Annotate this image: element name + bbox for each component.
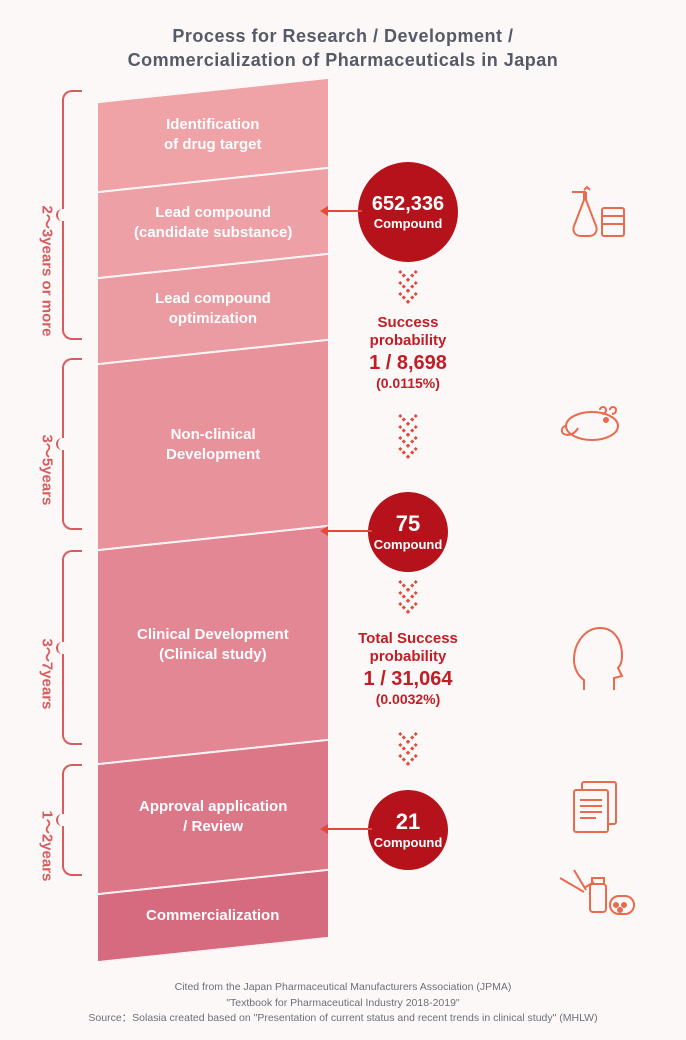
stage-label: Clinical Development(Clinical study) bbox=[137, 625, 289, 666]
success-probability: Successprobability1 / 8,698(0.0115%) bbox=[346, 314, 470, 391]
compound-count-value: 75 bbox=[396, 513, 420, 535]
compound-count-circle: 21 Compound bbox=[368, 790, 448, 870]
phase-brace bbox=[62, 358, 82, 530]
arrow-into-funnel bbox=[328, 210, 362, 212]
arrow-into-funnel bbox=[328, 828, 372, 830]
citation-footer: Cited from the Japan Pharmaceutical Manu… bbox=[0, 980, 686, 1026]
footer-line-3: Source：Solasia created based on "Present… bbox=[88, 1012, 597, 1024]
down-chevron-arrow bbox=[396, 412, 420, 456]
stage-label: Approval application/ Review bbox=[139, 797, 287, 838]
phase-brace bbox=[62, 550, 82, 745]
success-probability: Total Successprobability1 / 31,064(0.003… bbox=[336, 630, 480, 707]
funnel-column: Identificationof drug target Lead compoun… bbox=[98, 90, 328, 950]
arrow-into-funnel bbox=[328, 530, 372, 532]
flask-beaker-icon bbox=[560, 186, 632, 247]
phase-brace bbox=[62, 764, 82, 876]
phase-label: 3～5years bbox=[38, 435, 59, 455]
compound-count-circle: 75 Compound bbox=[368, 492, 448, 572]
compound-count-unit: Compound bbox=[374, 216, 443, 231]
title-line-2: Commercialization of Pharmaceuticals in … bbox=[128, 50, 559, 70]
title-line-1: Process for Research / Development / bbox=[172, 26, 513, 46]
footer-line-1: Cited from the Japan Pharmaceutical Manu… bbox=[175, 981, 512, 993]
stage-label: Lead compound(candidate substance) bbox=[134, 203, 292, 244]
probability-label: Successprobability bbox=[346, 314, 470, 350]
diagram-canvas: 2～3years or more 3～5years 3～7years 1～2years… bbox=[0, 90, 686, 960]
down-chevron-arrow bbox=[396, 578, 420, 611]
down-chevron-arrow bbox=[396, 730, 420, 763]
documents-icon bbox=[564, 778, 628, 841]
phase-label: 3～7years bbox=[38, 638, 59, 658]
probability-percent: (0.0115%) bbox=[346, 375, 470, 391]
head-profile-icon bbox=[568, 622, 624, 699]
probability-percent: (0.0032%) bbox=[336, 691, 480, 707]
mouse-icon bbox=[558, 400, 636, 449]
funnel-stage: Approval application/ Review bbox=[98, 740, 328, 894]
footer-line-2: "Textbook for Pharmaceutical Industry 20… bbox=[226, 997, 459, 1009]
stage-label: Lead compoundoptimization bbox=[155, 289, 271, 330]
phase-brace bbox=[62, 90, 82, 340]
probability-value: 1 / 31,064 bbox=[336, 668, 480, 691]
compound-count-value: 652,336 bbox=[372, 194, 444, 214]
stage-label: Non-clinicalDevelopment bbox=[166, 425, 260, 466]
phase-label: 1～2years bbox=[38, 811, 59, 831]
funnel-stage: Non-clinicalDevelopment bbox=[98, 340, 328, 550]
probability-value: 1 / 8,698 bbox=[346, 352, 470, 375]
stage-label: Identificationof drug target bbox=[164, 115, 262, 156]
down-chevron-arrow bbox=[396, 268, 420, 301]
phase-label: 2～3years or more bbox=[38, 206, 59, 226]
compound-count-unit: Compound bbox=[374, 537, 443, 552]
compound-count-unit: Compound bbox=[374, 835, 443, 850]
stage-label: Commercialization bbox=[146, 906, 279, 926]
probability-label: Total Successprobability bbox=[336, 630, 480, 666]
compound-count-circle: 652,336 Compound bbox=[358, 162, 458, 262]
page-title: Process for Research / Development / Com… bbox=[0, 0, 686, 73]
medicine-icon bbox=[556, 864, 638, 925]
funnel-stage: Clinical Development(Clinical study) bbox=[98, 526, 328, 764]
compound-count-value: 21 bbox=[396, 811, 420, 833]
